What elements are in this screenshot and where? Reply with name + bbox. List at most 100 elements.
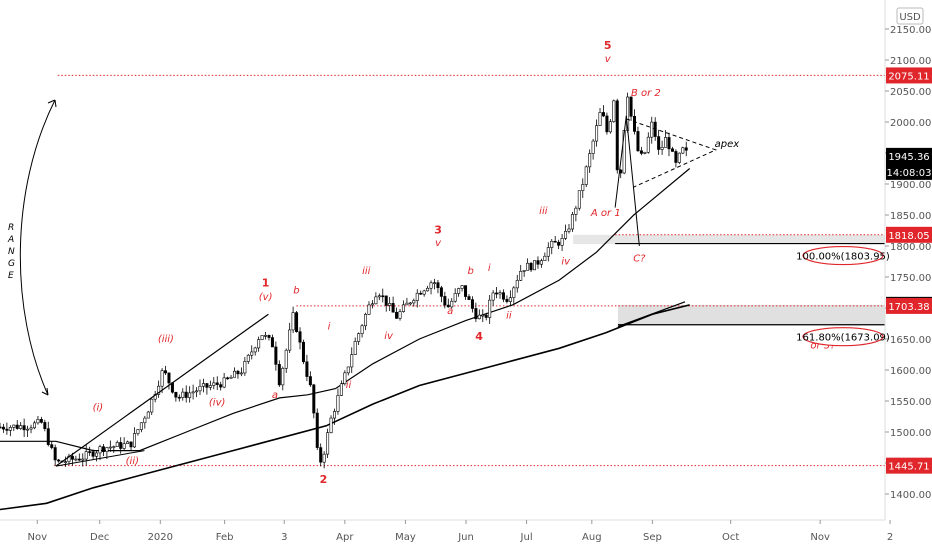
time-tick-label: Jul	[520, 532, 533, 543]
time-axis[interactable]: Nov Dec 2020 Feb 3 Apr May Jun Jul Aug Sep Oct Nov 2	[0, 519, 893, 543]
candle-body	[639, 150, 643, 154]
candle	[367, 301, 371, 316]
candle-body	[439, 287, 443, 297]
candle-body	[432, 282, 436, 284]
candle	[19, 421, 23, 430]
wave-label: C?	[633, 254, 646, 265]
price-badge	[886, 147, 932, 164]
candle	[381, 288, 385, 303]
candle-body	[81, 458, 85, 461]
candle-body	[574, 207, 578, 215]
candle-body	[577, 190, 581, 209]
candle	[436, 280, 440, 294]
candle	[477, 309, 481, 320]
candle-body	[415, 292, 419, 301]
trend-line-base	[55, 450, 145, 467]
candle	[205, 382, 209, 395]
price-tick-label: 2050.00	[890, 87, 931, 98]
candle-body	[670, 148, 674, 152]
candle	[398, 308, 402, 321]
candle-body	[312, 384, 316, 414]
candle	[670, 146, 674, 152]
candle	[550, 239, 554, 255]
wave-label: 1	[262, 276, 270, 289]
candle	[357, 332, 361, 346]
candle	[181, 388, 185, 401]
candle-body	[519, 270, 523, 281]
candle	[501, 289, 505, 303]
price-badge	[886, 67, 932, 84]
candle	[498, 290, 502, 299]
price-tick-label: 1800.00	[890, 242, 931, 253]
candle-body	[298, 331, 302, 343]
candle	[0, 422, 2, 429]
candle-body	[674, 151, 678, 163]
candle	[81, 453, 85, 467]
candle-body	[236, 370, 240, 375]
candle	[201, 378, 205, 393]
candle	[74, 455, 78, 462]
candle	[315, 408, 319, 451]
candle-body	[612, 100, 616, 123]
candle-body	[243, 361, 247, 374]
candle	[467, 294, 471, 300]
currency-badge[interactable]: USD	[896, 7, 924, 25]
candle	[522, 270, 526, 277]
candle	[395, 307, 399, 319]
candle	[160, 368, 164, 394]
candle	[50, 441, 54, 450]
candle	[146, 410, 150, 419]
candle	[401, 300, 405, 313]
candle	[239, 367, 243, 377]
candle-body	[119, 442, 123, 449]
time-tick-label: Aug	[582, 532, 602, 543]
candle-body	[12, 424, 16, 428]
candle	[84, 444, 88, 466]
candle	[457, 287, 461, 297]
candle-body	[339, 383, 343, 396]
candle	[539, 258, 543, 268]
candle-body	[1, 426, 5, 430]
candle	[208, 380, 212, 391]
candle-body	[315, 412, 319, 448]
candle	[157, 380, 161, 398]
candle	[150, 398, 154, 416]
candle	[46, 421, 50, 447]
candle-body	[181, 391, 185, 398]
candle-body	[70, 455, 74, 460]
candle	[570, 211, 574, 232]
candle	[453, 288, 457, 303]
range-arrow-top	[47, 99, 57, 108]
wave-label: apex	[715, 139, 740, 150]
candle-body	[284, 349, 288, 369]
price-badge-label: 1703.38	[888, 302, 929, 313]
candle-body	[277, 364, 281, 386]
candle-body	[343, 372, 347, 385]
candle	[291, 306, 295, 334]
candle	[101, 444, 105, 457]
candle	[657, 129, 661, 155]
candle-body	[374, 296, 378, 305]
candle	[112, 445, 116, 453]
moving-averages	[0, 168, 691, 511]
candle	[519, 265, 523, 281]
candle-body	[115, 442, 119, 447]
candle-body	[5, 428, 9, 431]
wave-label: (iii)	[158, 334, 174, 345]
candle	[677, 152, 681, 165]
candle-body	[136, 429, 140, 434]
candle	[253, 346, 257, 356]
candle-body	[615, 100, 619, 171]
candle-body	[677, 152, 681, 163]
candle	[412, 298, 416, 307]
candle	[388, 297, 392, 311]
candle-body	[595, 125, 599, 142]
candle-body	[246, 354, 250, 362]
candle	[39, 416, 43, 424]
fib-target-label: 161.80%(1673.09)	[796, 333, 890, 344]
candle-body	[305, 361, 309, 377]
candle	[557, 239, 561, 250]
candle	[246, 353, 250, 364]
